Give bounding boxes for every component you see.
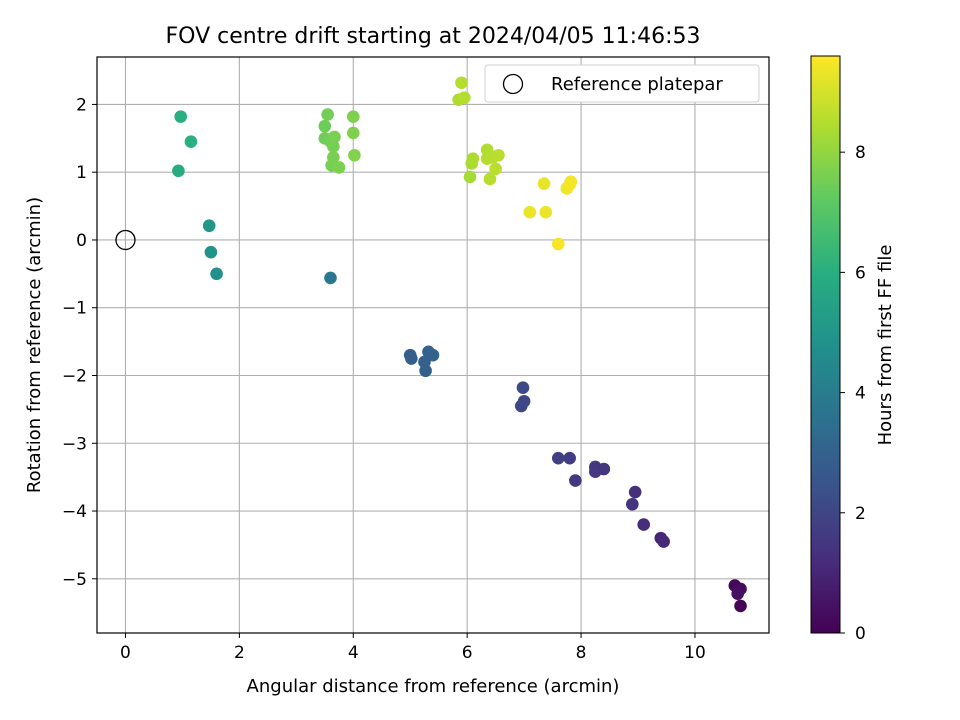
data-point xyxy=(569,474,582,487)
data-point xyxy=(551,451,565,465)
legend-marker-icon xyxy=(502,73,524,95)
data-point xyxy=(210,267,223,281)
x-tick-label: 4 xyxy=(348,643,359,663)
x-axis-label: Angular distance from reference (arcmin) xyxy=(247,676,620,697)
colorbar-tick-label: 6 xyxy=(855,263,866,283)
data-points xyxy=(172,76,747,613)
data-point xyxy=(348,148,361,162)
data-point xyxy=(318,119,332,133)
x-tick-label: 10 xyxy=(684,643,706,663)
data-point xyxy=(202,219,216,233)
data-point xyxy=(174,110,188,123)
y-tick-label: −4 xyxy=(62,502,87,522)
grid xyxy=(97,57,769,633)
data-point xyxy=(626,497,639,511)
reference-marker xyxy=(115,229,136,251)
data-point xyxy=(628,485,642,499)
data-point xyxy=(324,271,337,285)
data-point xyxy=(492,148,505,162)
data-point xyxy=(455,76,468,90)
data-point xyxy=(346,126,360,140)
data-point xyxy=(731,587,744,600)
y-axis-label: Rotation from reference (arcmin) xyxy=(24,197,45,493)
data-point xyxy=(458,91,471,104)
data-point xyxy=(327,150,340,164)
data-point xyxy=(419,364,432,378)
data-point xyxy=(332,161,346,174)
colorbar-label: Hours from first FF file xyxy=(875,245,896,446)
x-axis-ticks: 0 2 4 6 8 10 xyxy=(120,633,706,663)
chart-title: FOV centre drift starting at 2024/04/05 … xyxy=(166,24,701,49)
data-point xyxy=(637,518,651,531)
data-point xyxy=(172,164,185,178)
colorbar-ticks: 0 2 4 6 8 xyxy=(840,143,866,644)
colorbar-tick-label: 4 xyxy=(855,384,866,404)
x-tick-label: 8 xyxy=(576,643,587,663)
data-point xyxy=(328,130,341,144)
data-point xyxy=(537,177,551,191)
data-point xyxy=(184,135,198,149)
data-point xyxy=(489,162,502,176)
data-point xyxy=(517,394,531,408)
data-point xyxy=(463,170,477,184)
y-axis-ticks: −5 −4 −3 −2 −1 0 1 2 xyxy=(62,95,97,590)
data-point xyxy=(657,535,670,548)
data-point xyxy=(597,462,611,476)
legend-entry-label: Reference platepar xyxy=(551,74,723,95)
x-tick-label: 0 xyxy=(120,643,131,663)
plot-frame xyxy=(96,56,770,634)
data-point xyxy=(564,175,578,188)
data-point xyxy=(539,205,553,219)
data-point xyxy=(346,110,360,123)
y-tick-label: −1 xyxy=(62,299,87,319)
colorbar-gradient xyxy=(810,55,841,634)
data-point xyxy=(426,348,440,362)
data-point xyxy=(204,245,218,259)
data-point xyxy=(483,172,497,186)
y-tick-label: 0 xyxy=(76,231,87,251)
legend: Reference platepar xyxy=(484,64,760,103)
data-point xyxy=(321,108,334,121)
x-tick-label: 2 xyxy=(234,643,245,663)
x-tick-label: 6 xyxy=(462,643,473,663)
y-tick-label: −5 xyxy=(62,570,87,590)
colorbar-tick-label: 8 xyxy=(855,143,866,163)
legend-box xyxy=(484,64,760,103)
data-point xyxy=(734,599,747,613)
data-point xyxy=(327,140,340,153)
data-point xyxy=(405,352,418,365)
y-tick-label: −2 xyxy=(62,366,87,386)
data-point xyxy=(563,451,576,465)
y-tick-label: 1 xyxy=(76,163,87,183)
data-point xyxy=(523,205,537,219)
y-tick-label: 2 xyxy=(76,95,87,115)
colorbar-tick-label: 2 xyxy=(855,504,866,524)
reference-platepar-marker xyxy=(115,229,136,251)
y-tick-label: −3 xyxy=(62,434,87,454)
colorbar-tick-label: 0 xyxy=(855,624,866,644)
data-point xyxy=(516,381,530,394)
colorbar: 0 2 4 6 8 Hours from first FF file xyxy=(810,55,896,644)
data-point xyxy=(466,152,480,165)
data-point xyxy=(551,237,565,251)
